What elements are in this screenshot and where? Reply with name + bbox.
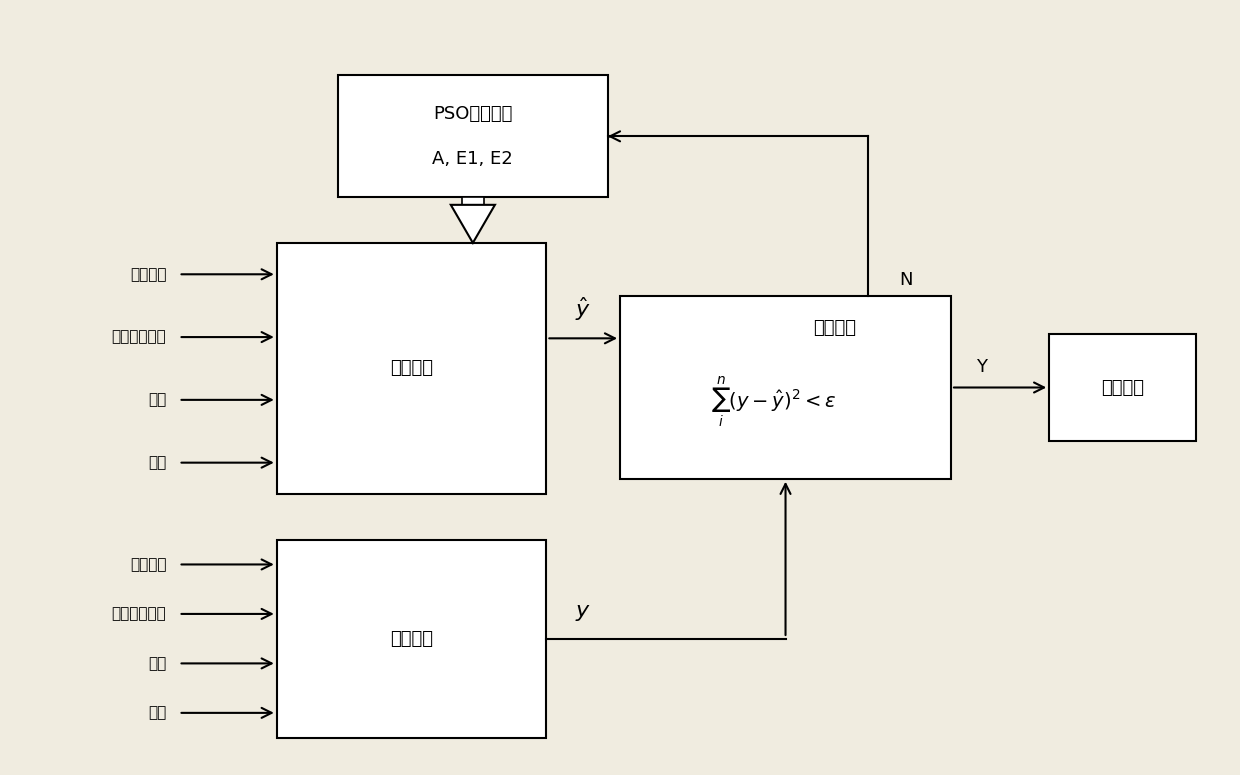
Text: 二氧化硫流量: 二氧化硫流量 xyxy=(112,606,166,622)
Text: 现场实际: 现场实际 xyxy=(391,629,433,648)
Text: 二氧化硫流量: 二氧化硫流量 xyxy=(112,329,166,345)
Text: 输出结果: 输出结果 xyxy=(1101,378,1145,397)
Bar xyxy=(339,75,608,197)
Text: $\hat{y}$: $\hat{y}$ xyxy=(575,295,591,323)
Text: 时间: 时间 xyxy=(148,705,166,721)
Bar xyxy=(461,197,484,205)
Bar xyxy=(620,296,951,479)
Text: PSO算法优化: PSO算法优化 xyxy=(433,105,512,122)
Text: 温度: 温度 xyxy=(148,392,166,408)
Bar xyxy=(277,243,547,494)
Text: A, E1, E2: A, E1, E2 xyxy=(433,150,513,168)
Polygon shape xyxy=(451,205,495,243)
Bar xyxy=(1049,334,1197,441)
Text: 温度: 温度 xyxy=(148,656,166,671)
Bar xyxy=(277,539,547,738)
Text: Y: Y xyxy=(976,358,987,376)
Text: 时间: 时间 xyxy=(148,455,166,470)
Text: 硫酸流量: 硫酸流量 xyxy=(130,557,166,572)
Text: 终止条件: 终止条件 xyxy=(813,319,856,337)
Text: $\sum_{i}^{n}(y-\hat{y})^{2}<\varepsilon$: $\sum_{i}^{n}(y-\hat{y})^{2}<\varepsilon… xyxy=(711,375,836,430)
Text: $y$: $y$ xyxy=(575,604,591,623)
Text: N: N xyxy=(899,270,913,288)
Text: 硫酸流量: 硫酸流量 xyxy=(130,267,166,282)
Text: 机理模型: 机理模型 xyxy=(391,360,433,377)
